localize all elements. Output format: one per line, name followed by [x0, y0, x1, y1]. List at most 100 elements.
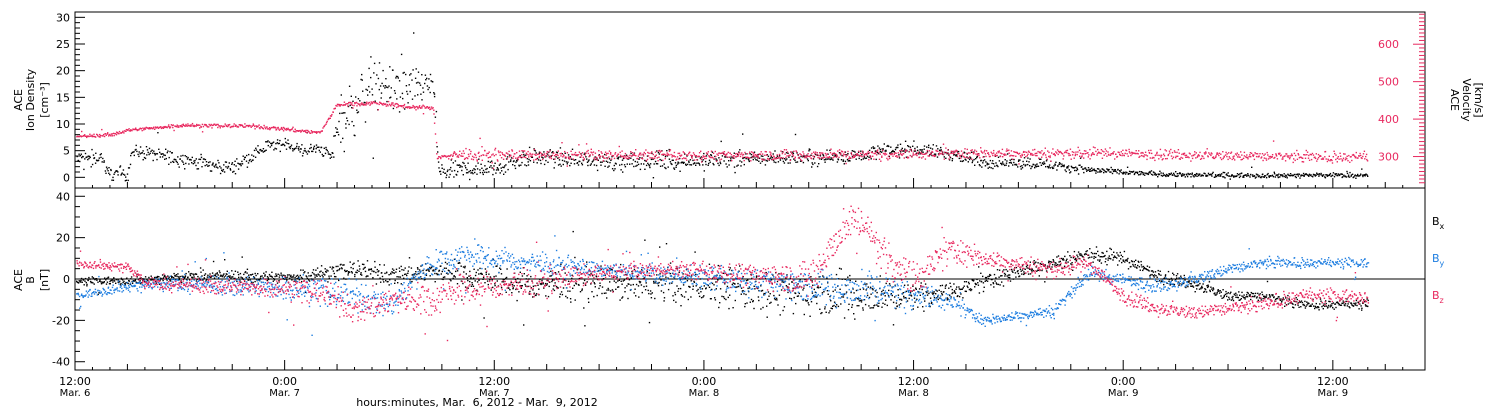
data-point — [1145, 152, 1146, 153]
data-point — [440, 174, 441, 175]
data-point — [486, 153, 487, 154]
data-point — [830, 152, 831, 153]
data-point — [716, 161, 717, 162]
top-left-tick-label: 15 — [56, 91, 70, 104]
data-point — [811, 166, 812, 167]
data-point — [832, 153, 833, 154]
data-point — [1217, 153, 1218, 154]
data-point — [1083, 153, 1084, 154]
data-point — [135, 149, 136, 150]
data-point — [1006, 160, 1007, 161]
data-point — [1126, 153, 1127, 154]
data-point — [335, 108, 336, 109]
data-point — [760, 154, 761, 155]
data-point — [276, 148, 277, 149]
data-point — [441, 273, 442, 274]
data-point — [653, 177, 654, 178]
data-point — [1001, 153, 1002, 154]
data-point — [135, 279, 136, 280]
data-point — [269, 141, 270, 142]
data-point — [438, 158, 439, 159]
data-point — [1025, 164, 1026, 165]
data-point — [1110, 155, 1111, 156]
data-point — [257, 145, 258, 146]
data-point — [943, 154, 944, 155]
data-point — [392, 268, 393, 269]
data-point — [894, 154, 895, 155]
data-point — [267, 276, 268, 277]
data-point — [503, 159, 504, 160]
data-point — [897, 144, 898, 145]
data-point — [511, 157, 512, 158]
data-point — [606, 289, 607, 290]
data-point — [814, 153, 815, 154]
data-point — [1093, 146, 1094, 147]
data-point — [675, 167, 676, 168]
data-point — [394, 90, 395, 91]
data-point — [1034, 149, 1035, 150]
data-point — [515, 162, 516, 163]
data-point — [116, 279, 117, 280]
data-point — [792, 154, 793, 155]
data-point — [1097, 171, 1098, 172]
data-point — [1115, 171, 1116, 172]
data-point — [614, 158, 615, 159]
data-point — [802, 151, 803, 152]
data-point — [297, 275, 298, 276]
data-point — [479, 156, 480, 157]
data-point — [1049, 164, 1050, 165]
data-point — [416, 68, 417, 69]
data-point — [1246, 157, 1247, 158]
data-point — [1077, 154, 1078, 155]
data-point — [337, 266, 338, 267]
data-point — [371, 268, 372, 269]
data-point — [158, 149, 159, 150]
data-point — [821, 159, 822, 160]
data-point — [291, 279, 292, 280]
data-point — [125, 284, 126, 285]
data-point — [1239, 157, 1240, 158]
data-point — [1303, 176, 1304, 177]
data-point — [1238, 154, 1239, 155]
data-point — [528, 154, 529, 155]
data-point — [330, 118, 331, 119]
data-point — [1202, 156, 1203, 157]
data-point — [794, 160, 795, 161]
data-point — [190, 275, 191, 276]
data-point — [1158, 158, 1159, 159]
data-point — [352, 272, 353, 273]
data-point — [229, 275, 230, 276]
data-point — [937, 151, 938, 152]
data-point — [231, 126, 232, 127]
data-point — [413, 106, 414, 107]
data-point — [337, 129, 338, 130]
data-point — [658, 157, 659, 158]
data-point — [202, 162, 203, 163]
data-point — [237, 272, 238, 273]
data-point — [417, 108, 418, 109]
data-point — [1343, 175, 1344, 176]
data-point — [814, 162, 815, 163]
data-point — [789, 155, 790, 156]
data-point — [356, 110, 357, 111]
data-point — [843, 153, 844, 154]
data-point — [507, 153, 508, 154]
data-point — [84, 281, 85, 282]
data-point — [483, 174, 484, 175]
data-point — [1110, 171, 1111, 172]
data-point — [828, 158, 829, 159]
data-point — [1244, 155, 1245, 156]
data-point — [475, 280, 476, 281]
data-point — [766, 306, 767, 307]
data-point — [948, 158, 949, 159]
data-point — [1165, 158, 1166, 159]
data-point — [1225, 154, 1226, 155]
data-point — [795, 134, 796, 135]
data-point — [598, 150, 599, 151]
data-point — [223, 164, 224, 165]
data-point — [962, 154, 963, 155]
data-point — [1262, 174, 1263, 175]
data-point — [342, 138, 343, 139]
data-point — [152, 152, 153, 153]
data-point — [260, 276, 261, 277]
